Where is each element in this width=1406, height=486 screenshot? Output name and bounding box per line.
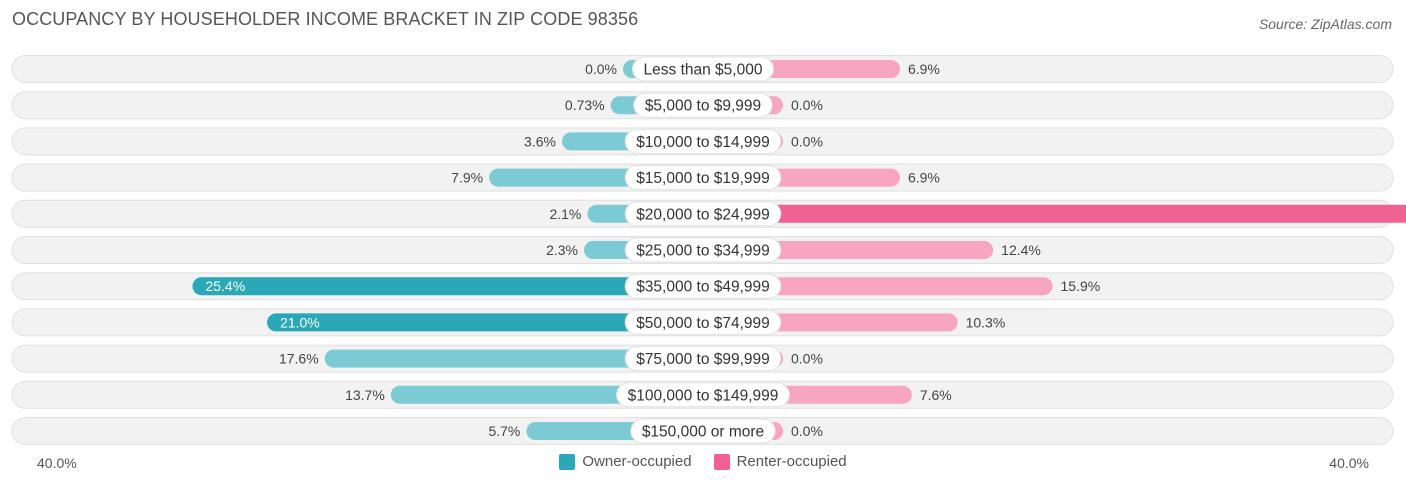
category-pill: [624, 346, 782, 372]
owner-value-label: 5.7%: [488, 423, 520, 439]
category-pill: [624, 128, 782, 154]
owner-value-label: 25.4%: [205, 278, 245, 294]
category-label: $10,000 to $14,999: [636, 134, 770, 151]
source-note: Source: ZipAtlas.com: [1258, 16, 1392, 32]
renter-bar: [703, 277, 1053, 296]
owner-value-label: 0.0%: [585, 61, 617, 77]
owner-value-label: 2.1%: [549, 206, 581, 222]
legend-item-renter[interactable]: Renter-occupied: [713, 453, 847, 470]
legend-item-owner[interactable]: Owner-occupied: [559, 453, 692, 470]
owner-value-label: 3.6%: [524, 133, 556, 149]
renter-value-label: 6.9%: [908, 61, 940, 77]
category-label: $25,000 to $34,999: [636, 243, 770, 260]
category-label: Less than $5,000: [644, 62, 763, 79]
owner-bar: [324, 349, 703, 368]
category-pill: [616, 382, 790, 408]
owner-value-label: 17.6%: [279, 351, 319, 367]
category-label: $75,000 to $99,999: [636, 351, 770, 368]
axis-right-label: 40.0%: [1329, 455, 1369, 471]
category-pill: [624, 201, 782, 227]
renter-value-label: 6.9%: [908, 170, 940, 186]
owner-bar: [192, 277, 703, 296]
category-label: $20,000 to $24,999: [636, 206, 770, 223]
renter-value-label: 10.3%: [966, 314, 1006, 330]
category-pill: [624, 273, 782, 299]
category-label: $5,000 to $9,999: [645, 98, 761, 115]
legend-label-owner: Owner-occupied: [582, 453, 692, 470]
category-pill: [624, 237, 782, 263]
legend-label-renter: Renter-occupied: [736, 453, 847, 470]
renter-value-label: 0.0%: [791, 423, 823, 439]
owner-value-label: 2.3%: [546, 242, 578, 258]
legend: Owner-occupied Renter-occupied: [0, 453, 1406, 470]
renter-bar: [703, 204, 1406, 223]
owner-value-label: 13.7%: [345, 387, 385, 403]
axis-left-label: 40.0%: [37, 455, 77, 471]
category-label: $150,000 or more: [642, 424, 764, 441]
category-pill: [633, 92, 773, 118]
category-pill: [630, 418, 776, 444]
category-pill: [632, 56, 774, 82]
renter-value-label: 0.0%: [791, 133, 823, 149]
owner-value-label: 7.9%: [451, 170, 483, 186]
category-pill: [624, 165, 782, 191]
category-label: $15,000 to $19,999: [636, 170, 770, 187]
category-pill: [624, 309, 782, 335]
renter-value-label: 12.4%: [1001, 242, 1041, 258]
owner-bar: [267, 313, 703, 332]
category-label: $50,000 to $74,999: [636, 315, 770, 332]
owner-value-label: 0.73%: [565, 97, 605, 113]
owner-swatch: [559, 453, 576, 470]
renter-value-label: 15.9%: [1061, 278, 1101, 294]
renter-swatch: [713, 453, 730, 470]
category-label: $100,000 to $149,999: [628, 387, 779, 404]
category-label: $35,000 to $49,999: [636, 279, 770, 296]
owner-value-label: 21.0%: [280, 314, 320, 330]
renter-value-label: 0.0%: [791, 351, 823, 367]
renter-value-label: 7.6%: [920, 387, 952, 403]
renter-value-label: 0.0%: [791, 97, 823, 113]
chart-title: OCCUPANCY BY HOUSEHOLDER INCOME BRACKET …: [12, 9, 639, 29]
